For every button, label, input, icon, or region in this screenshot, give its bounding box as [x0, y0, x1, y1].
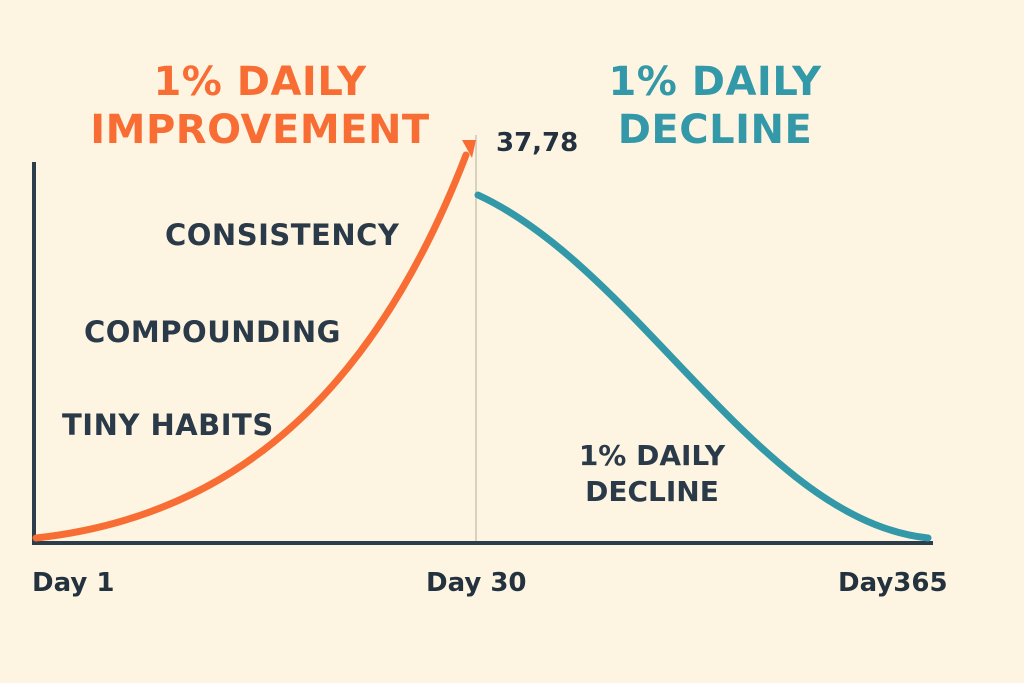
series-arrowhead-improvement	[462, 140, 476, 158]
peak-value-label: 37,78	[496, 128, 579, 158]
compounding-label: COMPOUNDING	[84, 315, 341, 349]
decline-heading: 1% DAILY DECLINE	[515, 58, 915, 154]
x-tick-label-day-30: Day 30	[426, 568, 527, 598]
decline-heading-line1: 1% DAILY	[608, 59, 822, 105]
series-line-decline	[474, 191, 932, 542]
series-line-improvement	[32, 151, 470, 542]
decline-heading-line2: DECLINE	[617, 107, 813, 153]
decline-curve-label-line1: 1% DAILY	[578, 439, 726, 472]
improvement-heading-line2: IMPROVEMENT	[90, 107, 430, 153]
improvement-heading-line1: 1% DAILY	[153, 59, 367, 105]
decline-curve-label: 1% DAILY DECLINE	[542, 438, 762, 510]
x-tick-label-day-365: Day365	[838, 568, 948, 598]
decline-curve-label-line2: DECLINE	[585, 475, 719, 508]
consistency-label: CONSISTENCY	[165, 218, 400, 252]
improvement-heading: 1% DAILY IMPROVEMENT	[60, 58, 460, 154]
tiny-habits-label: TINY HABITS	[62, 408, 274, 442]
x-tick-label-day-1: Day 1	[32, 568, 115, 598]
